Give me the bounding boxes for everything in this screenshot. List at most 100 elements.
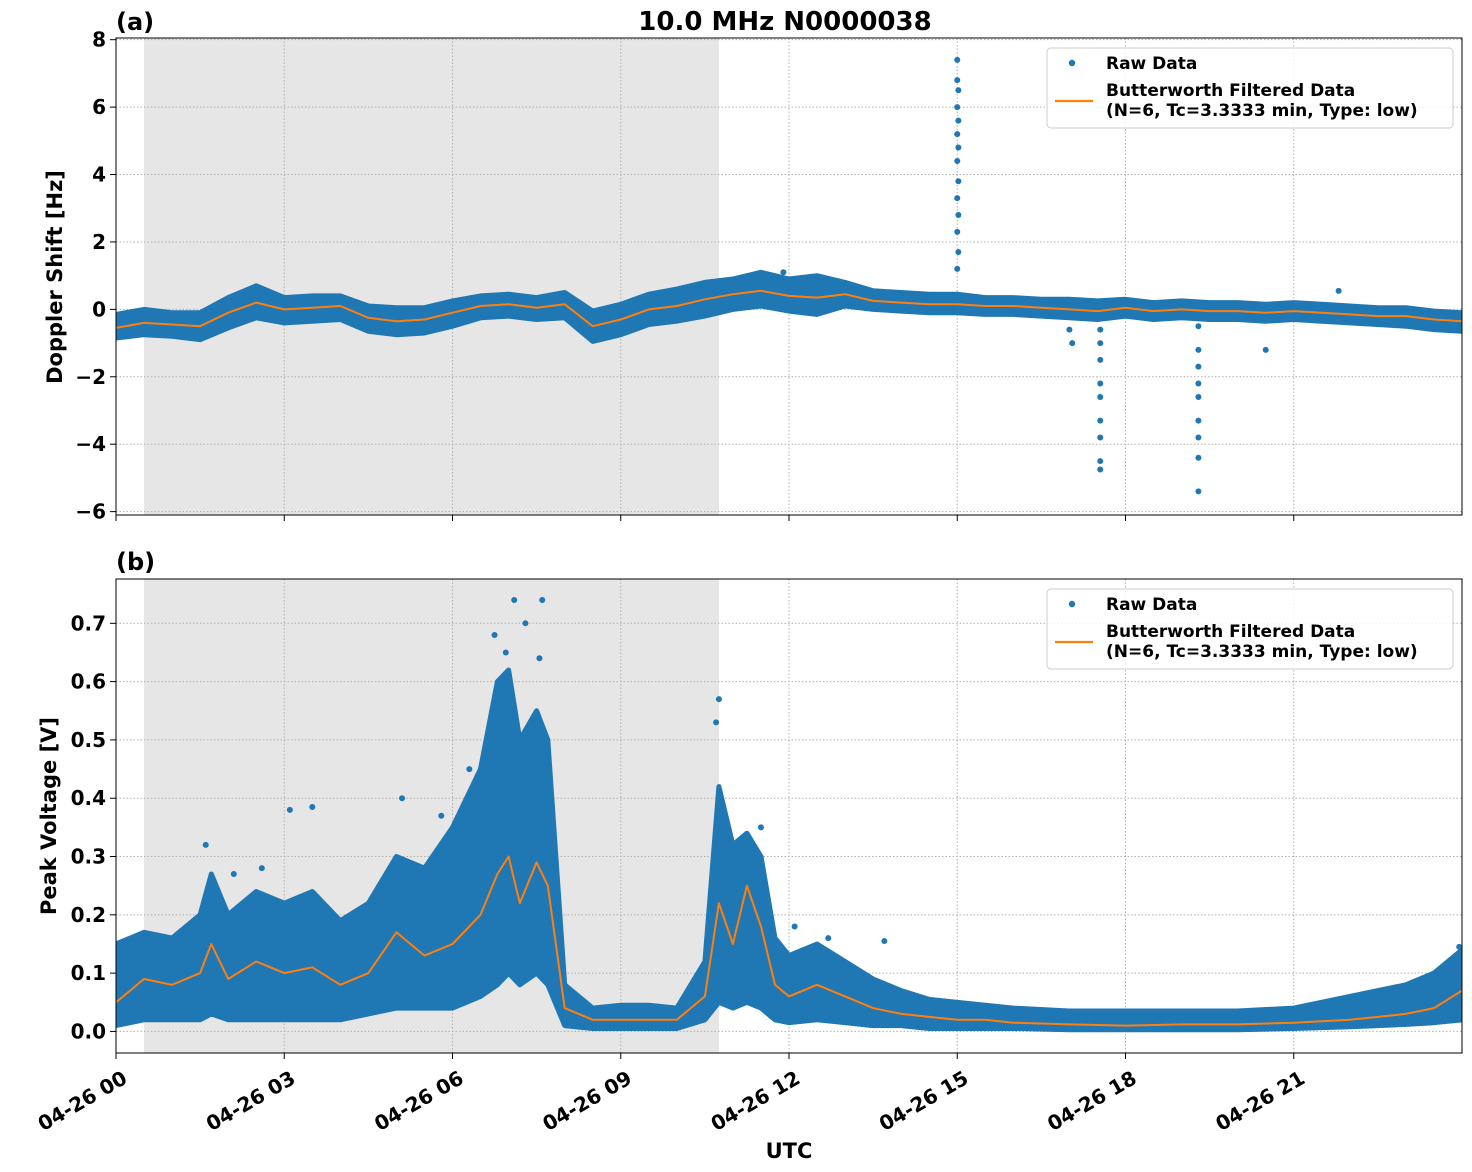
raw-data-point: [1097, 458, 1104, 465]
raw-data-point: [955, 178, 962, 185]
raw-data-point: [1195, 323, 1202, 330]
raw-data-point: [1066, 326, 1073, 333]
panel-b-ylabel: Peak Voltage [V]: [37, 717, 61, 915]
raw-data-point: [502, 649, 509, 656]
raw-data-point: [1195, 363, 1202, 370]
legend-a: Raw Data Butterworth Filtered Data(N=6, T…: [1046, 47, 1454, 129]
raw-data-point: [954, 228, 961, 235]
legend-filtered-params: (N=6, Tc=3.3333 min, Type: low): [1106, 101, 1418, 121]
legend-raw-marker: [1068, 600, 1076, 608]
legend-raw-label: Raw Data: [1106, 54, 1197, 74]
raw-data-band: [116, 667, 1462, 1033]
raw-data-point: [522, 620, 529, 627]
y-tick-label: 0.5: [71, 728, 106, 752]
legend-b: Raw Data Butterworth Filtered Data(N=6, T…: [1046, 588, 1454, 670]
legend-raw-label: Raw Data: [1106, 595, 1197, 615]
data-layer: [116, 56, 1462, 495]
raw-data-point: [399, 795, 406, 802]
raw-data-point: [757, 824, 764, 831]
raw-data-point: [511, 596, 518, 603]
panel-a-label: (a): [116, 8, 154, 36]
filtered-data-line: [116, 289, 1462, 329]
legend-frame: [1046, 588, 1454, 670]
x-tick-label: 04-26 06: [370, 1066, 468, 1136]
raw-data-point: [1097, 434, 1104, 441]
legend-raw-marker: [1068, 59, 1076, 67]
raw-data-point: [491, 631, 498, 638]
raw-data-point: [1195, 454, 1202, 461]
raw-data-point: [955, 87, 962, 94]
x-tick-label: 04-26 09: [538, 1066, 636, 1136]
raw-data-point: [955, 117, 962, 124]
shaded-interval: [144, 38, 719, 515]
panel-a-ylabel: Doppler Shift [Hz]: [43, 170, 67, 384]
x-axis-label: UTC: [766, 1139, 813, 1163]
filtered-data-line: [116, 855, 1462, 1027]
raw-data-point: [954, 56, 961, 63]
y-tick-label: 0.6: [71, 670, 106, 694]
x-tick-label: 04-26 15: [875, 1066, 973, 1136]
x-tick-label: 04-26 12: [707, 1066, 805, 1136]
y-tick-label: 2: [92, 230, 106, 254]
raw-data-point: [1097, 340, 1104, 347]
raw-data-band: [116, 269, 1462, 344]
panel-a-doppler-shift: (a) Doppler Shift [Hz] −6 −4 −2 0 2 4 6 8 Raw Da…: [43, 8, 1463, 524]
raw-data-point: [1195, 417, 1202, 424]
raw-data-point: [1195, 434, 1202, 441]
raw-data-point: [954, 265, 961, 272]
panel-b-label: (b): [116, 548, 155, 576]
x-tick-label: 04-26 00: [34, 1066, 132, 1136]
y-tick-label: −4: [75, 432, 106, 456]
legend-frame: [1046, 47, 1454, 129]
raw-data-point: [825, 935, 832, 942]
x-tick-label: 04-26 03: [202, 1066, 300, 1136]
x-tick-label: 04-26 18: [1043, 1066, 1141, 1136]
raw-data-point: [780, 269, 787, 276]
raw-data-point: [954, 158, 961, 165]
raw-data-point: [536, 655, 543, 662]
legend-filtered-label: Butterworth Filtered Data: [1106, 81, 1355, 101]
raw-data-point: [1262, 346, 1269, 353]
raw-data-point: [1456, 943, 1462, 950]
raw-data-point: [258, 865, 265, 872]
data-layer: [116, 596, 1462, 1033]
legend-filtered-label: Butterworth Filtered Data: [1106, 622, 1355, 642]
y-tick-label: 8: [92, 28, 106, 52]
raw-data-point: [881, 938, 888, 945]
figure-title: 10.0 MHz N0000038: [638, 7, 931, 37]
raw-data-point: [1195, 394, 1202, 401]
raw-data-point: [713, 719, 720, 726]
raw-data-point: [286, 806, 293, 813]
x-tick-label: 04-26 21: [1211, 1066, 1309, 1136]
raw-data-point: [1097, 326, 1104, 333]
raw-data-point: [1195, 488, 1202, 495]
y-tick-label: 0.2: [71, 903, 106, 927]
raw-data-point: [955, 211, 962, 218]
raw-data-point: [1097, 394, 1104, 401]
raw-data-point: [1195, 380, 1202, 387]
raw-data-point: [309, 803, 316, 810]
raw-data-point: [791, 923, 798, 930]
raw-data-point: [955, 249, 962, 256]
panel-b-peak-voltage: (b) Peak Voltage [V] 0.0 0.1 0.2 0.3 0.4 0.5 0…: [34, 548, 1463, 1136]
y-tick-label: 0.0: [71, 1019, 106, 1043]
legend-filtered-params: (N=6, Tc=3.3333 min, Type: low): [1106, 642, 1418, 662]
raw-data-point: [202, 841, 209, 848]
raw-data-point: [954, 131, 961, 138]
raw-data-point: [438, 812, 445, 819]
raw-data-point: [466, 766, 473, 773]
y-tick-label: −2: [75, 365, 106, 389]
y-tick-label: 0.7: [71, 611, 106, 635]
raw-data-point: [954, 104, 961, 111]
y-tick-label: 0.1: [71, 961, 106, 985]
raw-data-point: [715, 696, 722, 703]
raw-data-point: [1097, 356, 1104, 363]
raw-data-point: [1335, 287, 1342, 294]
raw-data-point: [955, 144, 962, 151]
raw-data-point: [1097, 466, 1104, 473]
raw-data-point: [954, 195, 961, 202]
raw-data-point: [954, 77, 961, 84]
y-tick-label: 4: [92, 163, 106, 187]
raw-data-point: [1097, 417, 1104, 424]
raw-data-point: [539, 596, 546, 603]
